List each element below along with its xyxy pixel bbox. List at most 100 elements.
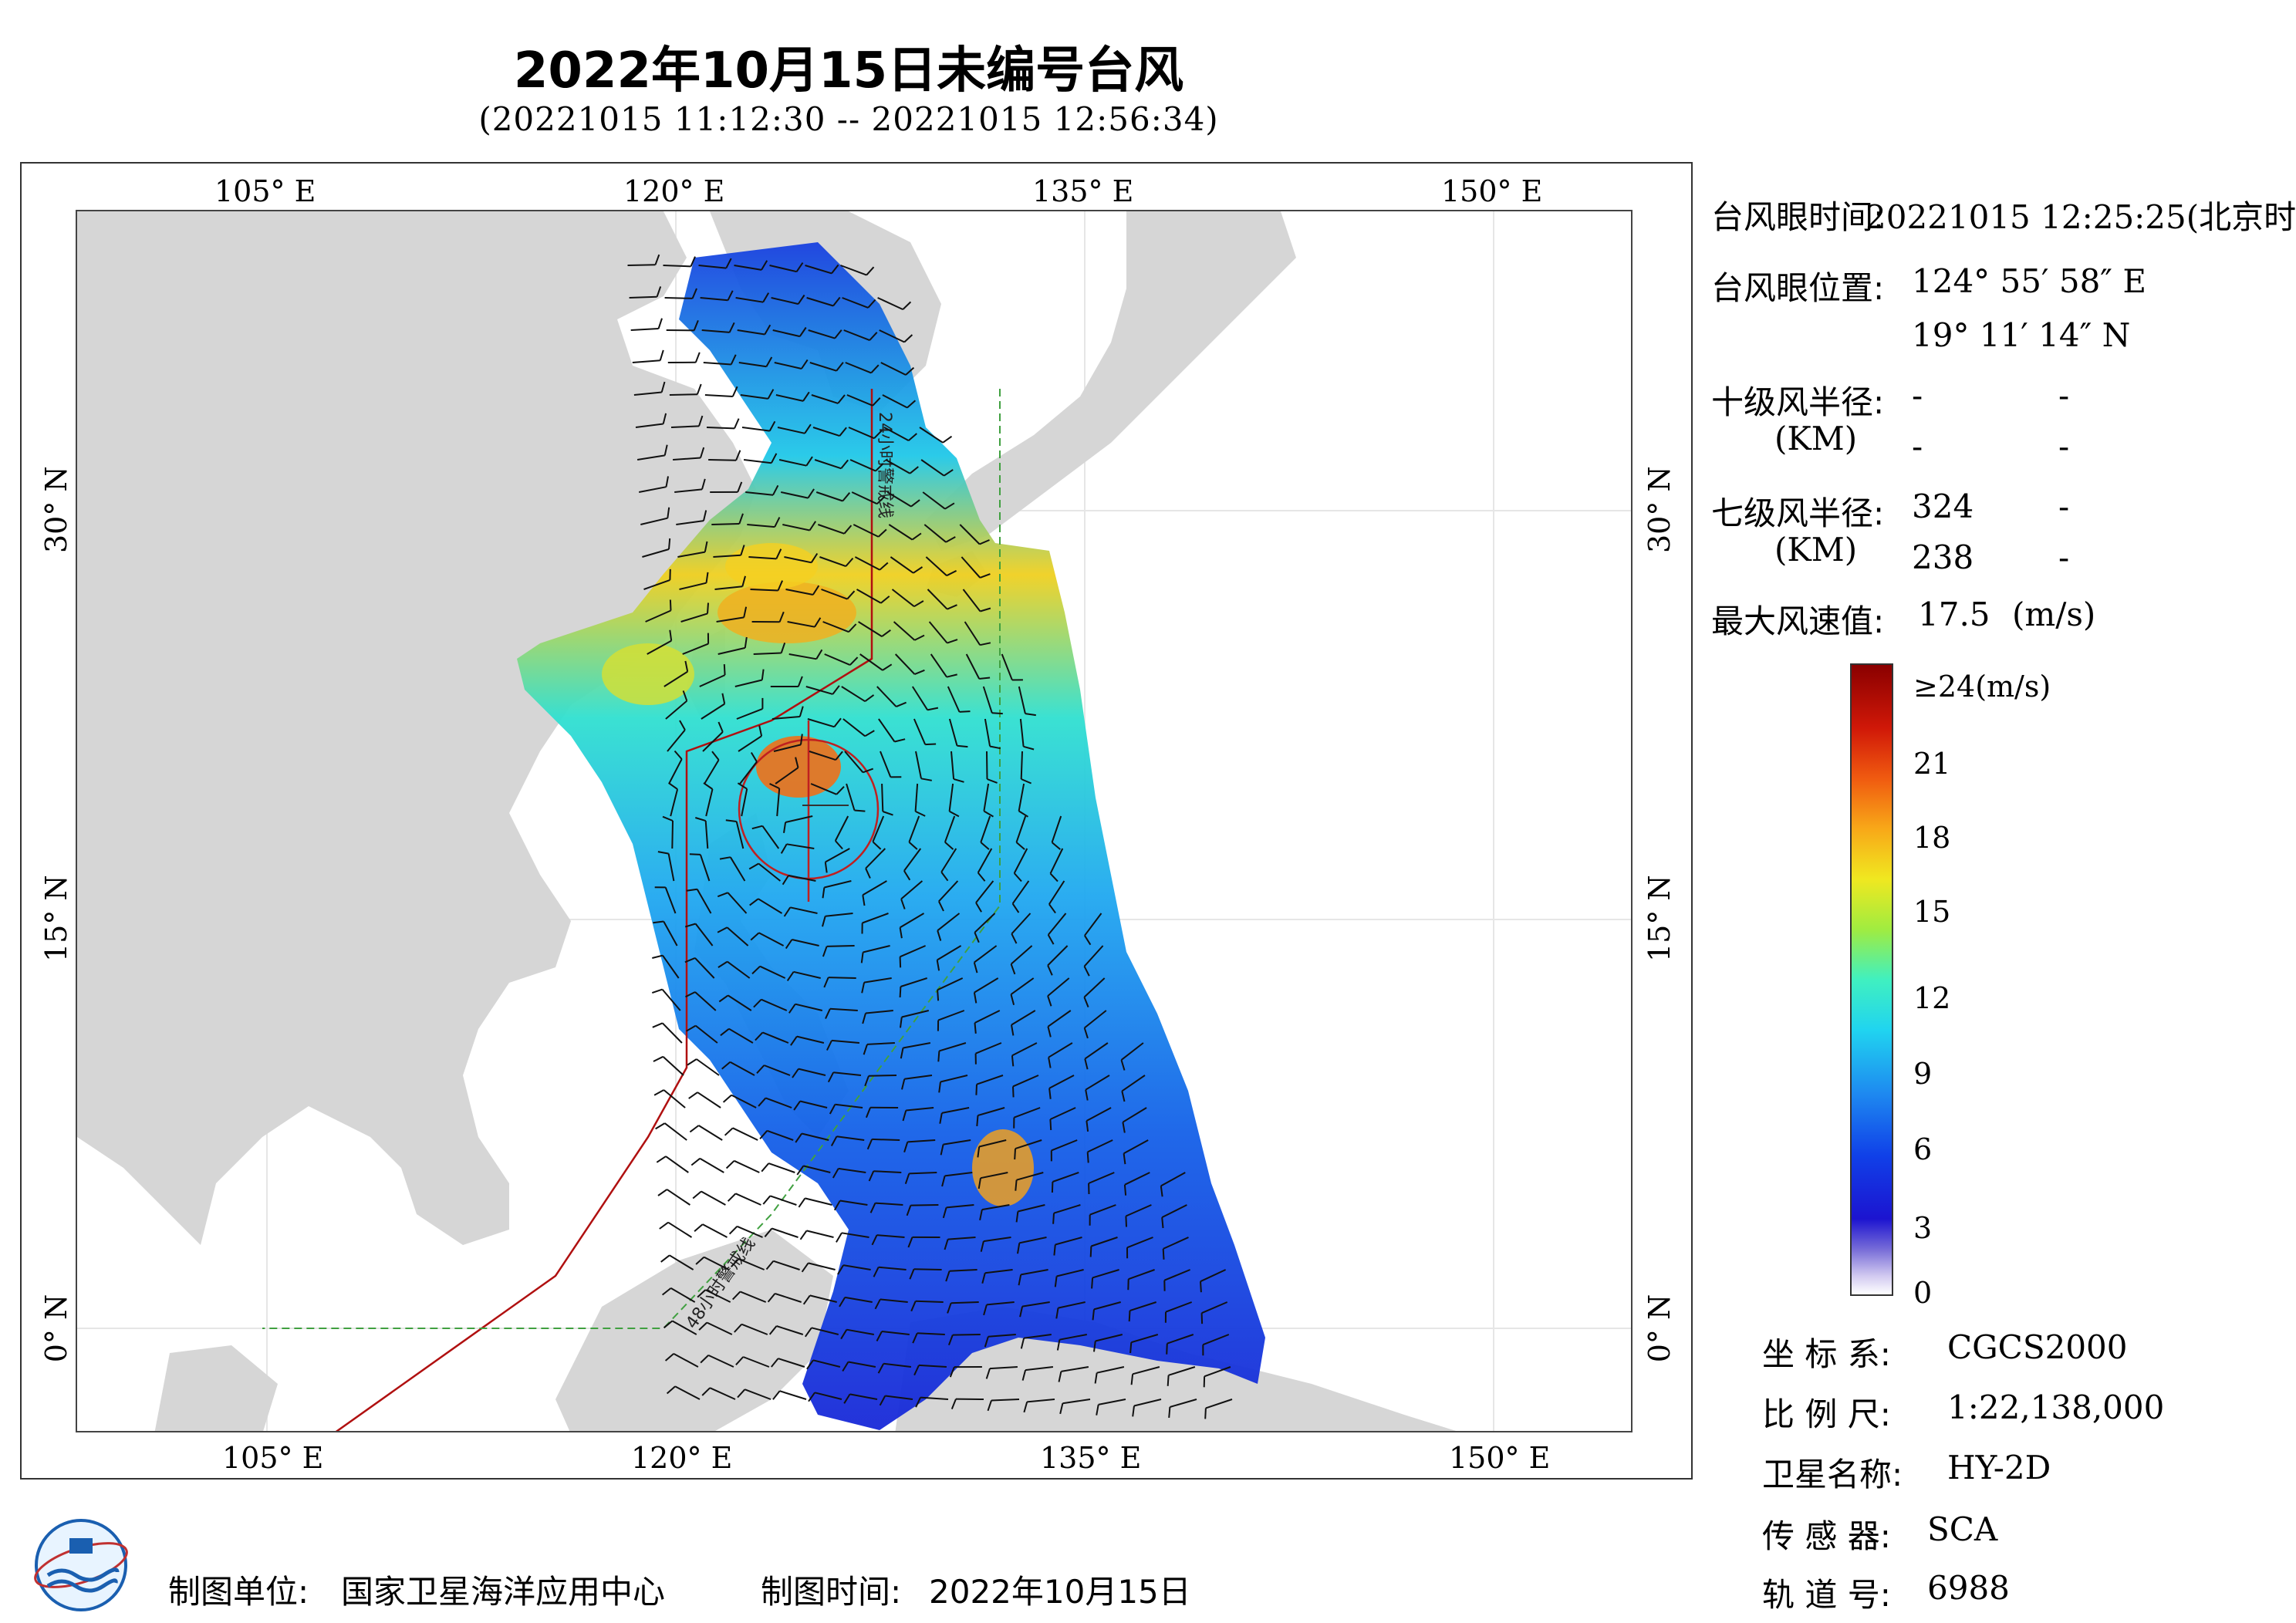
- high-wind-patch: [972, 1129, 1034, 1206]
- wind-barb-feather: [809, 521, 817, 531]
- wind-barb: [888, 524, 913, 541]
- wind-barb: [671, 820, 674, 849]
- wind-barb: [711, 523, 740, 525]
- wind-barb: [913, 718, 927, 745]
- wind-barb: [713, 554, 741, 558]
- wind-barb: [731, 1094, 757, 1108]
- wind-barb: [880, 751, 892, 778]
- wind-barb: [740, 1291, 767, 1303]
- wind-barb: [988, 1334, 1016, 1338]
- wind-barb-feather: [659, 1221, 669, 1230]
- wind-barb: [703, 362, 731, 366]
- wind-barb-feather: [698, 415, 704, 427]
- wind-barb: [642, 548, 670, 558]
- wind-barb-feather: [834, 329, 842, 339]
- wind-barb: [839, 1200, 868, 1206]
- wind-barb: [876, 1234, 905, 1238]
- wind-barb-feather: [751, 965, 761, 975]
- wind-barb: [1011, 1042, 1038, 1057]
- wind-barb-feather: [701, 478, 706, 490]
- wind-barb-feather: [761, 669, 765, 680]
- wind-barb: [817, 524, 845, 535]
- wind-barb: [772, 1227, 799, 1238]
- wind-field-map[interactable]: 24小时警戒线 48小时警戒线: [76, 210, 1633, 1432]
- wind-barb: [668, 758, 683, 785]
- wind-barb-feather: [761, 260, 768, 271]
- wind-barb: [1052, 1172, 1079, 1183]
- wind-barb: [661, 1022, 683, 1044]
- wind-barb: [664, 887, 677, 914]
- wind-barb: [674, 1385, 701, 1400]
- wind-barb: [981, 1204, 1010, 1211]
- wind-barb: [906, 1107, 934, 1112]
- wind-barb-feather: [914, 669, 925, 676]
- wind-barb: [863, 977, 892, 984]
- wind-barb-feather: [839, 1297, 846, 1308]
- wind-barb-feather: [780, 642, 786, 653]
- wind-barb: [974, 913, 996, 933]
- wind-barb-feather: [749, 898, 759, 906]
- wind-barb: [984, 718, 991, 747]
- wind-barbs: [627, 254, 1233, 1419]
- wind-barb-feather: [808, 1392, 815, 1402]
- wind-barb-feather: [721, 693, 726, 704]
- wind-barb: [635, 423, 663, 428]
- wind-barb: [1021, 1301, 1050, 1308]
- wind-barb-feather: [837, 1264, 844, 1275]
- wind-barb-feather: [717, 892, 728, 898]
- wind-barb: [734, 1159, 760, 1173]
- wind-barb-feather: [718, 960, 728, 968]
- wind-barb: [640, 517, 668, 525]
- wind-barb: [900, 913, 925, 929]
- wind-barb: [778, 459, 807, 467]
- wind-barb-feather: [694, 1223, 704, 1233]
- wind-barb-feather: [832, 1168, 839, 1179]
- wind-barb-feather: [869, 332, 878, 341]
- wind-barb: [806, 297, 834, 307]
- wind-barb: [878, 1266, 907, 1270]
- wind-barb: [883, 1362, 912, 1368]
- wind-barb: [677, 551, 705, 558]
- wind-barb-feather: [835, 840, 843, 850]
- wind-barb: [664, 297, 693, 299]
- wind-barb-feather: [937, 1051, 940, 1062]
- wind-barb-feather: [839, 427, 847, 437]
- wind-barb: [662, 955, 680, 979]
- wind-barb: [1201, 1301, 1228, 1314]
- wind-barb-feather: [656, 1156, 667, 1163]
- wind-barb-feather: [975, 1084, 977, 1095]
- wind-barb-feather: [795, 1132, 803, 1143]
- wind-barb: [694, 991, 717, 1011]
- wind-barb: [1015, 1139, 1042, 1150]
- wind-barb: [1095, 1334, 1123, 1342]
- wind-barb-feather: [780, 843, 788, 854]
- wind-barb: [1051, 815, 1062, 843]
- wind-barb: [911, 686, 929, 710]
- sensor-value: SCA: [1927, 1510, 1998, 1548]
- wind-barb-feather: [684, 957, 696, 963]
- wind-barb-feather: [915, 1397, 922, 1408]
- wind-barb: [1092, 1269, 1119, 1279]
- wind-barb: [1124, 1172, 1150, 1186]
- wind-barb-feather: [753, 999, 762, 1008]
- wind-barb-feather: [1011, 933, 1018, 944]
- wind-barb: [950, 751, 955, 779]
- wind-barb: [699, 854, 711, 882]
- wind-barb-feather: [902, 1110, 907, 1122]
- wind-barb: [1163, 1269, 1190, 1281]
- wind-barb-feather: [664, 1353, 674, 1361]
- wind-barb-feather: [910, 499, 920, 508]
- wind-barb-feather: [703, 782, 714, 790]
- wind-barb: [939, 1042, 967, 1052]
- wind-barb: [739, 761, 758, 785]
- wind-barb-feather: [730, 1258, 740, 1267]
- wind-barb: [728, 994, 752, 1011]
- satellite-value: HY-2D: [1947, 1449, 2051, 1486]
- r10-value-2: -: [2058, 376, 2070, 414]
- wind-barb: [812, 427, 840, 437]
- wind-barb-feather: [695, 817, 706, 822]
- wind-barb: [1091, 1237, 1118, 1247]
- wind-barb: [920, 1396, 949, 1400]
- wind-barb-feather: [720, 1027, 730, 1037]
- wind-barb: [1062, 1399, 1091, 1405]
